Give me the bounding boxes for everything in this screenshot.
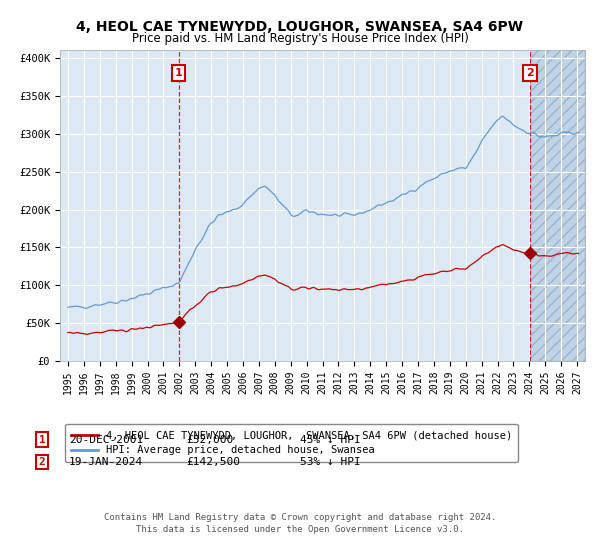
Text: 2: 2 [526, 68, 534, 78]
Text: £52,000: £52,000 [186, 435, 233, 445]
Text: 19-JAN-2024: 19-JAN-2024 [69, 457, 143, 467]
Text: Price paid vs. HM Land Registry's House Price Index (HPI): Price paid vs. HM Land Registry's House … [131, 32, 469, 45]
Text: 1: 1 [175, 68, 183, 78]
Text: Contains HM Land Registry data © Crown copyright and database right 2024.: Contains HM Land Registry data © Crown c… [104, 513, 496, 522]
Text: 2: 2 [38, 457, 46, 467]
Text: This data is licensed under the Open Government Licence v3.0.: This data is licensed under the Open Gov… [136, 525, 464, 534]
Text: £142,500: £142,500 [186, 457, 240, 467]
Legend: 4, HEOL CAE TYNEWYDD, LOUGHOR,  SWANSEA, SA4 6PW (detached house), HPI: Average : 4, HEOL CAE TYNEWYDD, LOUGHOR, SWANSEA, … [65, 424, 518, 461]
Text: 45% ↓ HPI: 45% ↓ HPI [300, 435, 361, 445]
Text: 4, HEOL CAE TYNEWYDD, LOUGHOR, SWANSEA, SA4 6PW: 4, HEOL CAE TYNEWYDD, LOUGHOR, SWANSEA, … [77, 20, 523, 34]
Text: 53% ↓ HPI: 53% ↓ HPI [300, 457, 361, 467]
Text: 1: 1 [38, 435, 46, 445]
Text: 20-DEC-2001: 20-DEC-2001 [69, 435, 143, 445]
